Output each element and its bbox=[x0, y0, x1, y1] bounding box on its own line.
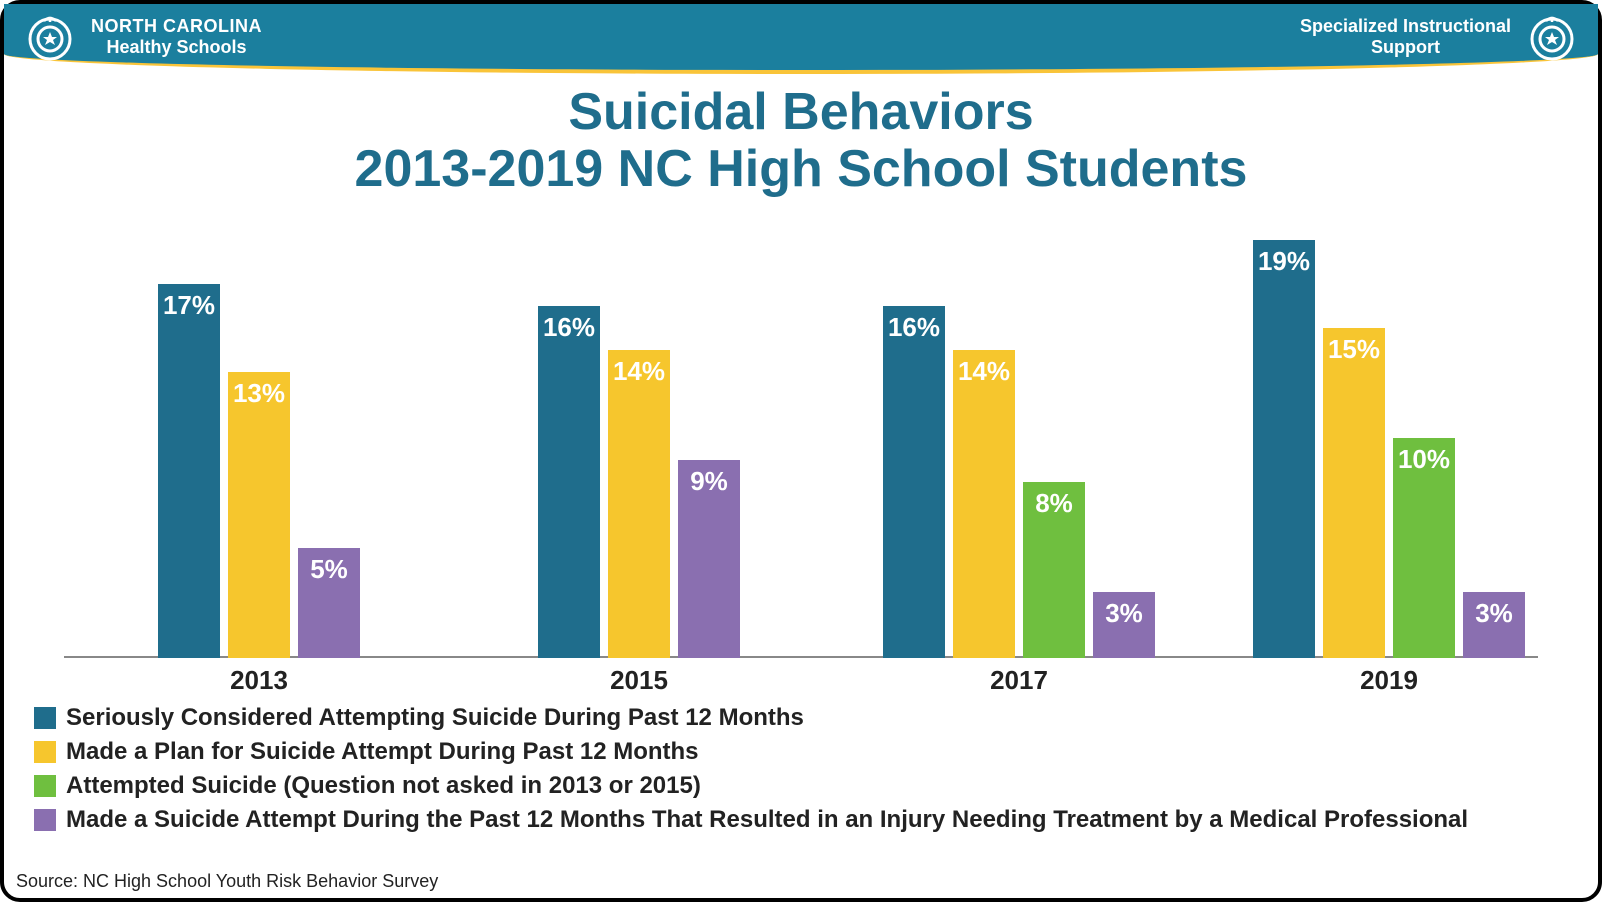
legend-label: Made a Suicide Attempt During the Past 1… bbox=[66, 806, 1468, 834]
bar: 16% bbox=[538, 306, 600, 658]
bar: 3% bbox=[1093, 592, 1155, 658]
bar: 16% bbox=[883, 306, 945, 658]
header-program-name: Healthy Schools bbox=[91, 37, 262, 58]
bar-value-label: 16% bbox=[538, 312, 600, 343]
bar-group: 19% 15% 10% 3% bbox=[1234, 240, 1544, 658]
bar-value-label: 9% bbox=[678, 466, 740, 497]
bar: 8% bbox=[1023, 482, 1085, 658]
legend-label: Seriously Considered Attempting Suicide … bbox=[66, 704, 804, 732]
header-right-line2: Support bbox=[1300, 37, 1511, 58]
bar-group: 16% 14% 9% bbox=[484, 306, 794, 658]
nc-logo-left-icon bbox=[24, 11, 76, 63]
legend-item: Made a Suicide Attempt During the Past 1… bbox=[34, 806, 1568, 834]
bar-value-label: 14% bbox=[953, 356, 1015, 387]
bar: 9% bbox=[678, 460, 740, 658]
x-axis-label: 2017 bbox=[864, 665, 1174, 696]
bar: 13% bbox=[228, 372, 290, 658]
legend-label: Made a Plan for Suicide Attempt During P… bbox=[66, 738, 699, 766]
bar-group: 17% 13% 5% bbox=[104, 284, 414, 658]
header-org-name: NORTH CAROLINA bbox=[91, 16, 262, 37]
legend-item: Attempted Suicide (Question not asked in… bbox=[34, 772, 1568, 800]
bar: 15% bbox=[1323, 328, 1385, 658]
bar-value-label: 8% bbox=[1023, 488, 1085, 519]
bar-value-label: 13% bbox=[228, 378, 290, 409]
header-banner: NORTH CAROLINA Healthy Schools Specializ… bbox=[4, 4, 1598, 74]
bar: 5% bbox=[298, 548, 360, 658]
legend-label: Attempted Suicide (Question not asked in… bbox=[66, 772, 701, 800]
bar: 17% bbox=[158, 284, 220, 658]
bar-value-label: 17% bbox=[158, 290, 220, 321]
header-left-text: NORTH CAROLINA Healthy Schools bbox=[91, 16, 262, 58]
bar-value-label: 5% bbox=[298, 554, 360, 585]
bar-chart: 17% 13% 5% 2013 16% 14% 9% 2015 16% 14% 8% 3% 2017 19… bbox=[64, 218, 1538, 698]
bar-value-label: 10% bbox=[1393, 444, 1455, 475]
bar-value-label: 19% bbox=[1253, 246, 1315, 277]
bar: 14% bbox=[608, 350, 670, 658]
header-right-line1: Specialized Instructional bbox=[1300, 16, 1511, 37]
nc-logo-right-icon bbox=[1526, 11, 1578, 63]
bar: 10% bbox=[1393, 438, 1455, 658]
bar-value-label: 3% bbox=[1463, 598, 1525, 629]
bar: 14% bbox=[953, 350, 1015, 658]
legend-item: Made a Plan for Suicide Attempt During P… bbox=[34, 738, 1568, 766]
title-line1: Suicidal Behaviors bbox=[4, 84, 1598, 141]
bar-value-label: 14% bbox=[608, 356, 670, 387]
bar-value-label: 15% bbox=[1323, 334, 1385, 365]
legend-swatch bbox=[34, 775, 56, 797]
legend-swatch bbox=[34, 809, 56, 831]
legend-item: Seriously Considered Attempting Suicide … bbox=[34, 704, 1568, 732]
legend-swatch bbox=[34, 707, 56, 729]
bar-value-label: 3% bbox=[1093, 598, 1155, 629]
x-axis-label: 2013 bbox=[104, 665, 414, 696]
bar: 3% bbox=[1463, 592, 1525, 658]
bar-value-label: 16% bbox=[883, 312, 945, 343]
header-right: Specialized Instructional Support bbox=[1300, 11, 1578, 63]
bar: 19% bbox=[1253, 240, 1315, 658]
chart-title: Suicidal Behaviors 2013-2019 NC High Sch… bbox=[4, 84, 1598, 198]
header-right-text: Specialized Instructional Support bbox=[1300, 16, 1511, 58]
legend-swatch bbox=[34, 741, 56, 763]
x-axis-label: 2015 bbox=[484, 665, 794, 696]
header-left: NORTH CAROLINA Healthy Schools bbox=[24, 11, 262, 63]
source-citation: Source: NC High School Youth Risk Behavi… bbox=[16, 871, 438, 892]
bar-group: 16% 14% 8% 3% bbox=[864, 306, 1174, 658]
legend: Seriously Considered Attempting Suicide … bbox=[34, 704, 1568, 834]
title-line2: 2013-2019 NC High School Students bbox=[4, 141, 1598, 198]
x-axis-label: 2019 bbox=[1234, 665, 1544, 696]
